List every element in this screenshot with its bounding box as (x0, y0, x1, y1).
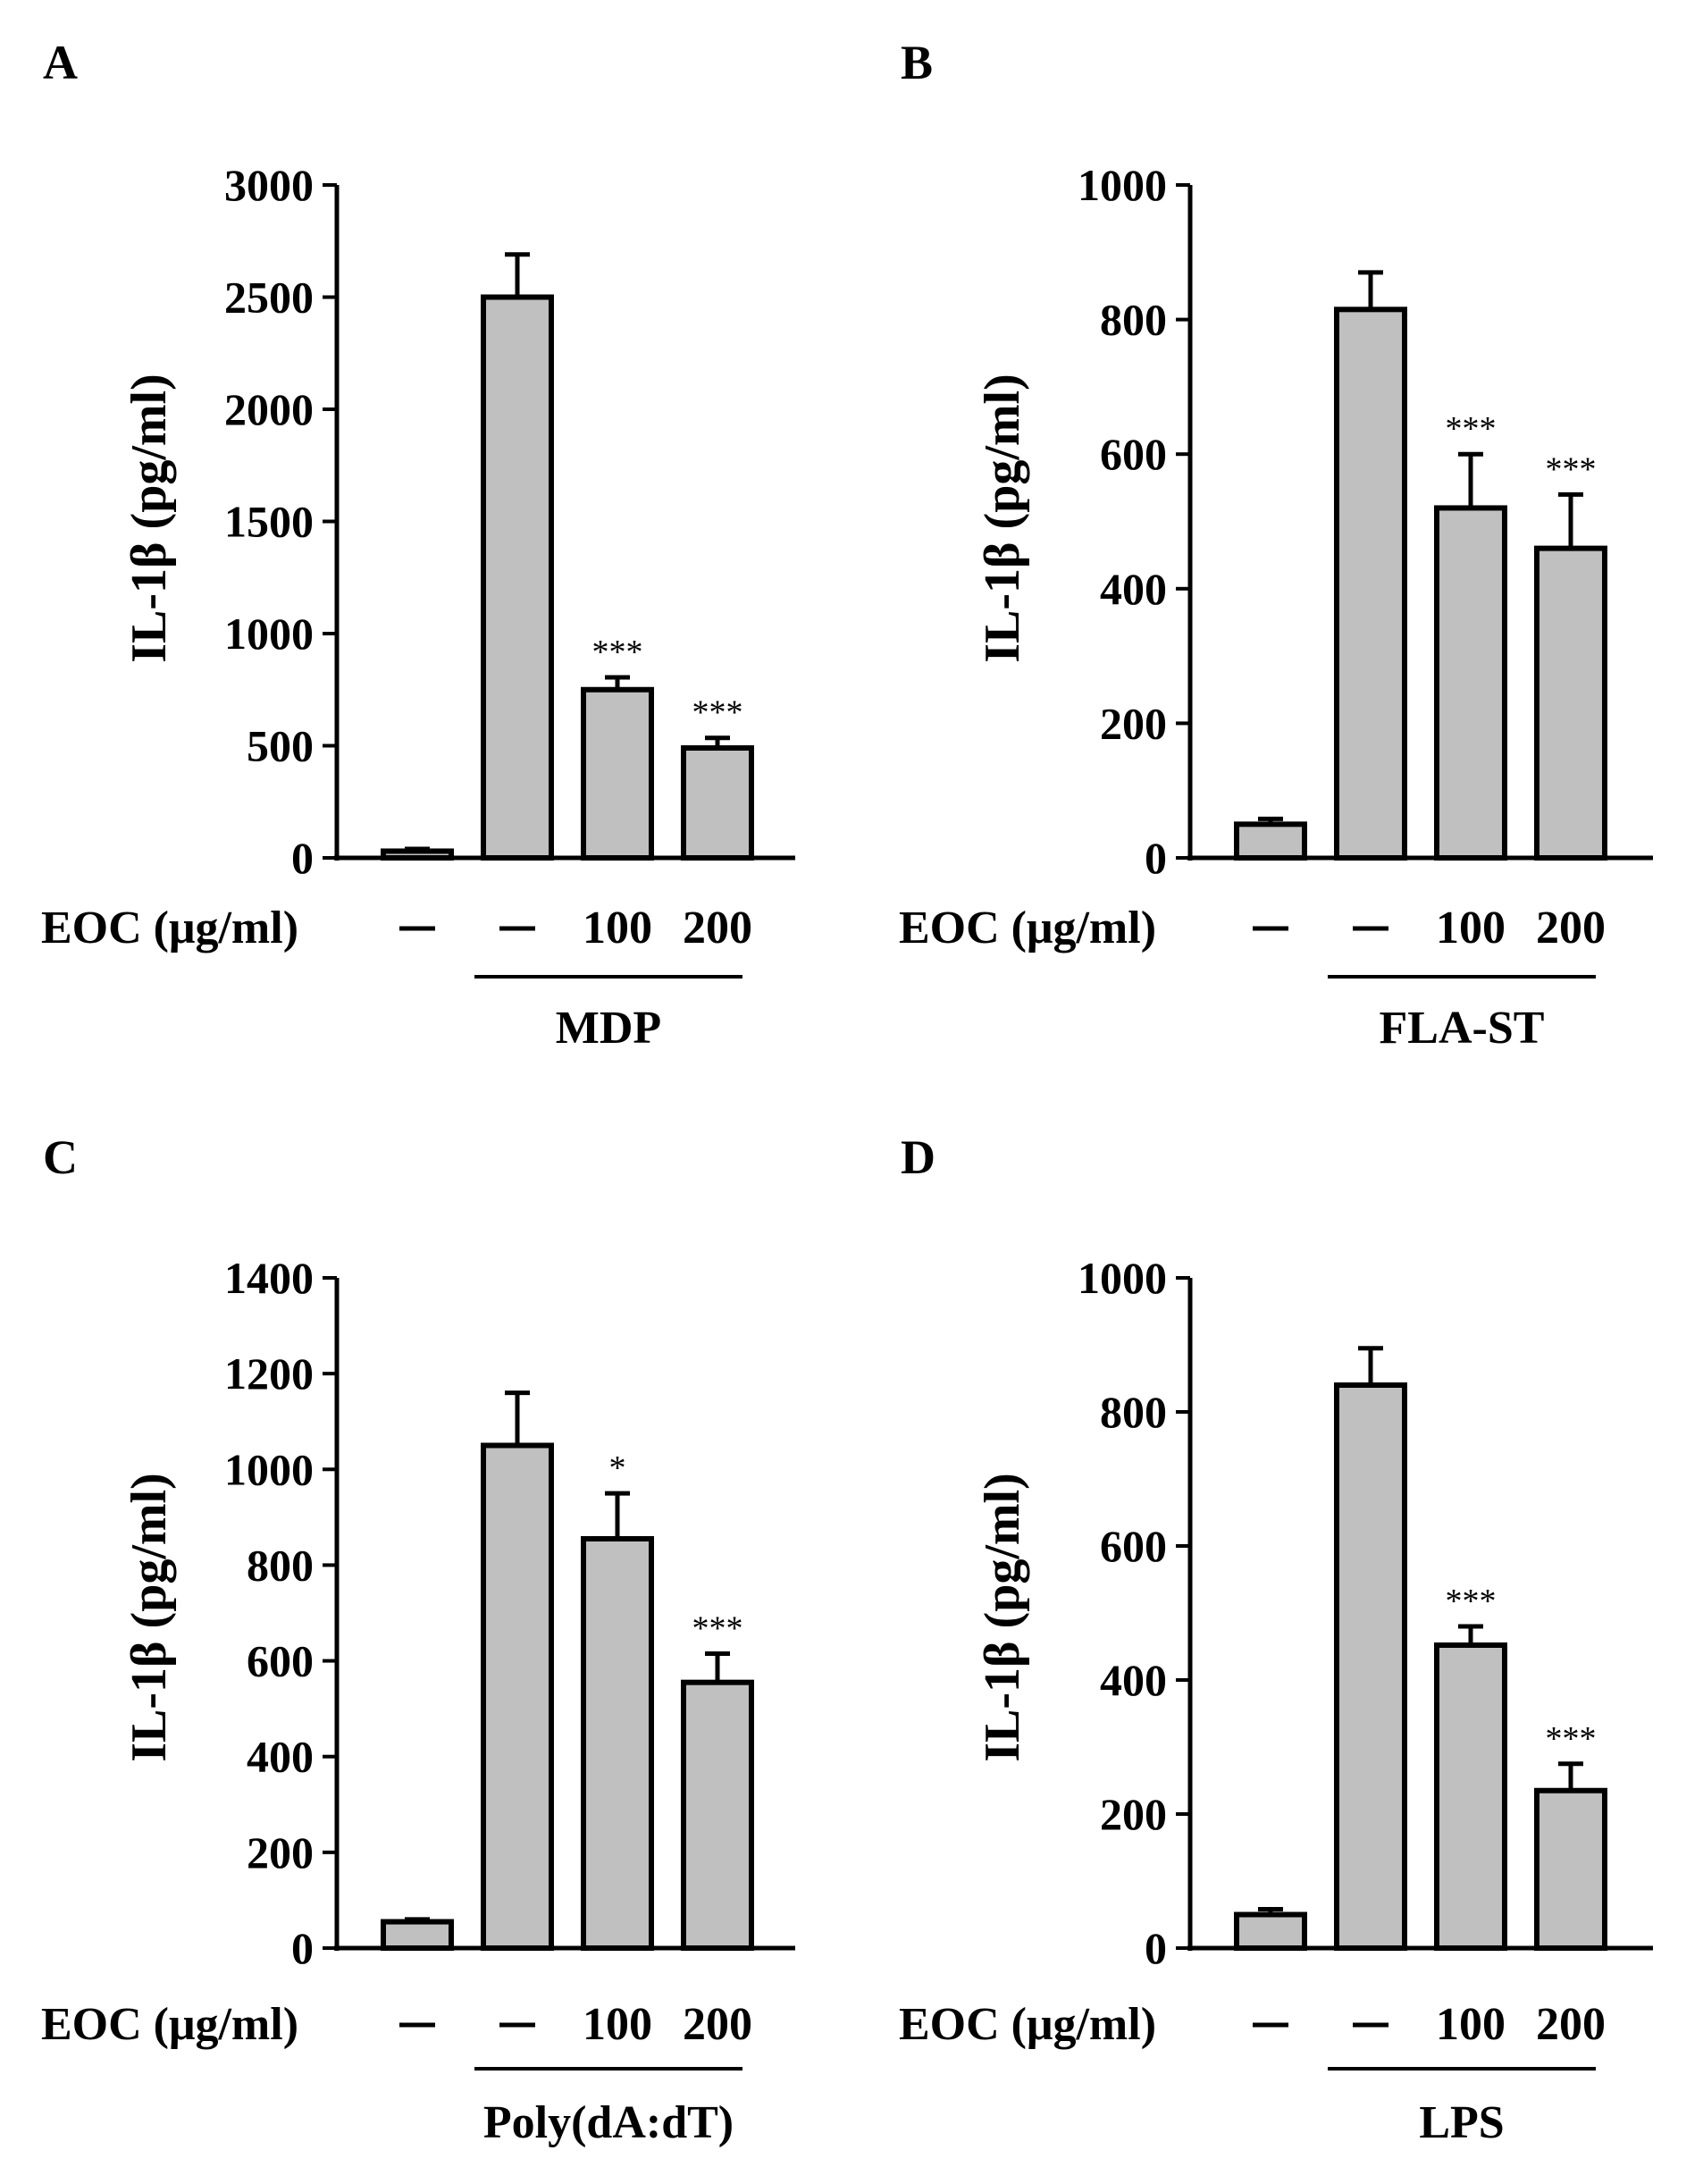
bar (1334, 1382, 1407, 1951)
panel-d: D IL-1β (pg/ml) EOC (μg/ml) 0 200 400 600 80… (899, 1130, 1653, 2148)
significance-marker: *** (1546, 450, 1597, 488)
y-axis-label: IL-1β (pg/ml) (122, 1473, 177, 1762)
y-tick-label: 2000 (224, 384, 314, 434)
panel-letter: B (901, 36, 933, 89)
category-label: 200 (683, 1999, 752, 2050)
significance-marker: *** (692, 1610, 743, 1648)
category-label: 200 (1536, 903, 1606, 953)
category-label: 200 (683, 903, 752, 953)
y-tick-label: 400 (1100, 1655, 1167, 1705)
significance-marker: * (609, 1449, 626, 1487)
y-tick-label: 2500 (224, 273, 314, 323)
bar (1534, 545, 1607, 861)
panel-a: A IL-1β (pg/ml) EOC (μg/ml) 0 500 1000 1500… (41, 36, 795, 1054)
y-tick-label: 600 (1100, 429, 1167, 479)
significance-marker: *** (592, 634, 643, 671)
bar (581, 1535, 654, 1951)
category-label: — (1246, 903, 1295, 953)
y-axis-label: IL-1β (pg/ml) (975, 374, 1030, 663)
panel-c: C IL-1β (pg/ml) EOC (μg/ml) 0 200 400 600 80… (41, 1130, 795, 2148)
y-tick-label: 800 (1100, 295, 1167, 345)
bar (681, 745, 754, 861)
bar (1434, 505, 1507, 861)
category-label: — (493, 1999, 541, 2050)
category-label: — (393, 1999, 441, 2050)
significance-marker: *** (692, 694, 743, 732)
bar (681, 1679, 754, 1952)
y-axis-label: IL-1β (pg/ml) (122, 374, 177, 663)
panel-b: B IL-1β (pg/ml) EOC (μg/ml) 0 200 400 600 80… (899, 36, 1653, 1054)
y-tick-label: 0 (291, 1923, 314, 1973)
y-axis-label: IL-1β (pg/ml) (975, 1473, 1030, 1762)
panel-letter: C (43, 1130, 78, 1184)
bar (581, 686, 654, 861)
y-tick-label: 400 (247, 1732, 314, 1782)
significance-marker: *** (1446, 1583, 1497, 1620)
stimulus-label: FLA-ST (1380, 1003, 1545, 1054)
y-tick-label: 400 (1100, 564, 1167, 614)
category-label: — (1346, 903, 1395, 953)
y-tick-label: 0 (1145, 1923, 1167, 1973)
condition-label: EOC (μg/ml) (41, 1999, 298, 2050)
bar (481, 294, 554, 861)
y-tick-label: 800 (1100, 1387, 1167, 1437)
category-label: — (1346, 1999, 1395, 2050)
category-label: 100 (583, 903, 652, 953)
y-tick-label: 200 (1100, 698, 1167, 748)
category-label: 100 (583, 1999, 652, 2050)
significance-marker: *** (1546, 1720, 1597, 1758)
y-tick-label: 1200 (224, 1348, 314, 1399)
bar (481, 1442, 554, 1951)
y-tick-label: 600 (247, 1636, 314, 1686)
y-tick-label: 1500 (224, 497, 314, 547)
condition-label: EOC (μg/ml) (899, 1999, 1156, 2050)
y-tick-label: 0 (1145, 833, 1167, 883)
category-label: 200 (1536, 1999, 1606, 2050)
y-tick-label: 3000 (224, 160, 314, 210)
stimulus-label: LPS (1419, 2097, 1504, 2148)
y-tick-label: 0 (291, 833, 314, 883)
y-tick-label: 1000 (224, 1444, 314, 1494)
stimulus-label: Poly(dA:dT) (483, 2097, 734, 2148)
y-tick-label: 200 (247, 1827, 314, 1877)
category-label: 100 (1436, 1999, 1506, 2050)
bar (1234, 1911, 1307, 1951)
panel-letter: D (901, 1130, 935, 1184)
condition-label: EOC (μg/ml) (899, 903, 1156, 953)
bar (381, 1919, 454, 1951)
significance-marker: *** (1446, 410, 1497, 448)
y-tick-label: 800 (247, 1540, 314, 1590)
category-label: — (393, 903, 441, 953)
y-tick-label: 1000 (224, 609, 314, 659)
stimulus-label: MDP (556, 1003, 661, 1054)
y-tick-label: 600 (1100, 1521, 1167, 1571)
bar (1234, 821, 1307, 861)
condition-label: EOC (μg/ml) (41, 903, 298, 953)
bar (1434, 1642, 1507, 1951)
y-tick-label: 1400 (224, 1253, 314, 1303)
y-tick-label: 500 (247, 721, 314, 771)
category-label: 100 (1436, 903, 1506, 953)
y-tick-label: 200 (1100, 1789, 1167, 1839)
bar (1534, 1787, 1607, 1951)
category-label: — (493, 903, 541, 953)
category-label: — (1246, 1999, 1295, 2050)
y-tick-label: 1000 (1078, 160, 1167, 210)
panel-letter: A (43, 36, 78, 89)
bar (1334, 307, 1407, 861)
y-tick-label: 1000 (1078, 1253, 1167, 1303)
